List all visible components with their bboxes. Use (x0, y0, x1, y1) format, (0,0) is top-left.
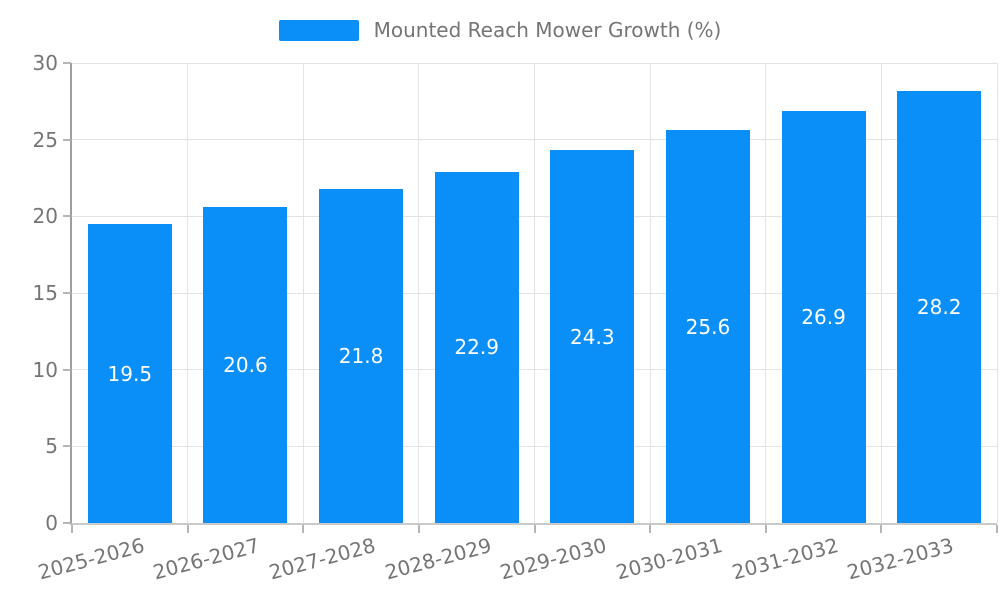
y-axis-tick-label: 25 (32, 127, 58, 152)
x-axis-tick-mark (764, 525, 767, 533)
y-axis-tick-label: 0 (45, 511, 58, 535)
x-axis-tick-label: 2025-2026 (35, 533, 147, 585)
gridline-vertical (996, 63, 998, 523)
y-axis-tick-mark (63, 522, 71, 524)
bar[interactable]: 21.8 (319, 188, 404, 523)
bar-value-label: 20.6 (223, 353, 268, 378)
gridline-vertical (649, 63, 651, 523)
bar[interactable]: 20.6 (203, 207, 288, 523)
bar[interactable]: 24.3 (550, 150, 635, 523)
gridline-vertical (534, 63, 535, 523)
bar-value-label: 28.2 (916, 294, 962, 319)
gridline-vertical (418, 63, 420, 523)
bar[interactable]: 28.2 (897, 90, 982, 523)
gridline-vertical (880, 63, 882, 523)
x-axis-tick-mark (302, 525, 305, 533)
bar-value-label: 26.9 (801, 304, 846, 329)
x-axis-tick-label: 2031-2032 (729, 533, 841, 585)
legend[interactable]: Mounted Reach Mower Growth (%) (0, 18, 1000, 42)
legend-swatch-icon (278, 19, 359, 41)
bar[interactable]: 19.5 (87, 224, 172, 523)
x-axis-tick-mark (649, 525, 652, 533)
x-axis-tick-label: 2030-2031 (613, 533, 725, 585)
x-axis-tick-label: 2032-2033 (844, 533, 957, 585)
y-axis-tick-mark (63, 215, 71, 218)
bar-value-label: 25.6 (685, 314, 731, 339)
y-axis-tick-label: 5 (45, 434, 58, 459)
y-axis-tick-mark (63, 445, 71, 448)
x-axis-tick-mark (533, 525, 536, 533)
gridline-vertical (187, 63, 189, 523)
y-axis-tick-label: 15 (32, 281, 58, 305)
x-axis-tick-mark (186, 525, 189, 533)
x-axis-tick-mark (71, 525, 73, 533)
x-axis-tick-mark (880, 525, 883, 533)
bar[interactable]: 26.9 (781, 110, 866, 523)
gridline-vertical (765, 63, 767, 523)
y-axis-tick-mark (63, 292, 71, 294)
bar-value-label: 24.3 (570, 324, 615, 349)
y-axis-tick-label: 20 (32, 204, 58, 229)
y-axis-tick-label: 30 (32, 51, 58, 75)
legend-label: Mounted Reach Mower Growth (%) (373, 18, 722, 42)
bar-value-label: 19.5 (107, 361, 153, 386)
bar-value-label: 21.8 (338, 343, 384, 368)
x-axis-tick-mark (417, 525, 420, 533)
x-axis-tick-label: 2028-2029 (382, 533, 494, 585)
bar[interactable]: 22.9 (434, 171, 519, 523)
x-axis-tick-label: 2027-2028 (266, 533, 379, 585)
plot-area: 19.5 20.6 21.8 22.9 24.3 25.6 26.9 28.2 (63, 62, 998, 533)
y-axis-tick-mark (63, 138, 71, 141)
bar[interactable]: 25.6 (665, 130, 750, 523)
bar-value-label: 22.9 (454, 335, 499, 360)
y-axis-tick-label: 10 (32, 357, 58, 382)
x-axis-tick-label: 2026-2027 (150, 533, 263, 585)
gridline-vertical (302, 63, 304, 523)
x-axis-tick-label: 2029-2030 (497, 533, 610, 585)
x-axis-tick-mark (996, 525, 998, 533)
y-axis-tick-mark (63, 62, 71, 64)
y-axis-tick-mark (63, 368, 71, 371)
